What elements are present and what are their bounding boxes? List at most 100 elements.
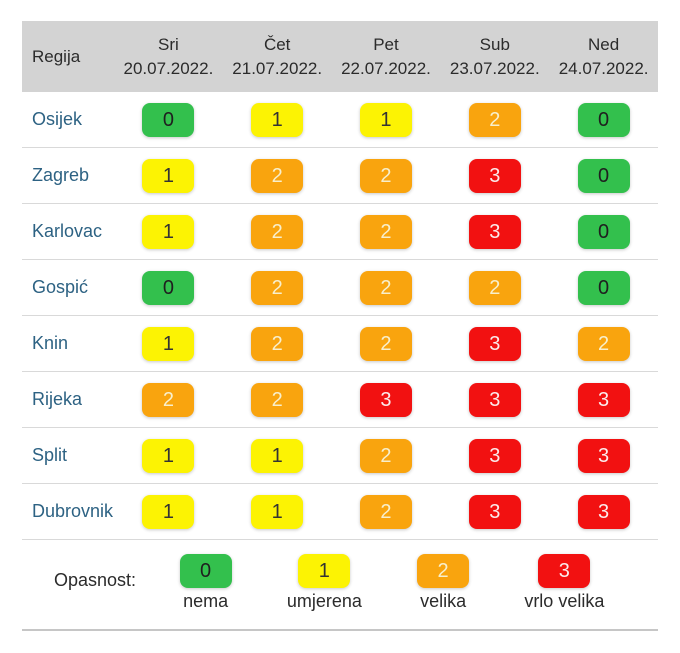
column-header-day-2: Čet 21.07.2022. — [223, 33, 332, 81]
legend-item-3: 3 vrlo velika — [524, 554, 604, 612]
value-cell: 1 — [223, 102, 332, 137]
danger-badge: 2 — [359, 158, 412, 193]
danger-badge: 0 — [577, 158, 630, 193]
value-cell: 2 — [332, 326, 441, 361]
day-date: 21.07.2022. — [232, 58, 323, 78]
legend-item-label: velika — [420, 591, 467, 611]
danger-badge: 3 — [468, 494, 521, 529]
region-label: Rijeka — [32, 389, 83, 409]
fire-danger-table: Regija Sri 20.07.2022. Čet 21.07.2022. Pet 22… — [22, 21, 658, 631]
danger-badge: 1 — [251, 102, 304, 137]
value-cell: 2 — [549, 326, 658, 361]
day-name: Čet — [263, 34, 291, 54]
danger-badge: 2 — [468, 270, 521, 305]
region-label: Dubrovnik — [32, 501, 114, 521]
value-cell: 2 — [223, 326, 332, 361]
danger-badge: 1 — [142, 494, 195, 529]
region-label: Gospić — [32, 277, 89, 297]
danger-badge: 1 — [142, 158, 195, 193]
danger-badge: 2 — [251, 382, 304, 417]
value-cell: 1 — [114, 326, 223, 361]
danger-badge: 3 — [577, 382, 630, 417]
value-cell: 2 — [332, 158, 441, 193]
value-cell: 3 — [549, 438, 658, 473]
value-cell: 2 — [440, 270, 549, 305]
danger-badge: 0 — [577, 270, 630, 305]
danger-badge: 2 — [359, 438, 412, 473]
table-row-gospic: Gospić 0 2 2 2 0 — [22, 259, 658, 315]
legend-item-label: vrlo velika — [524, 591, 605, 611]
value-cell: 2 — [332, 438, 441, 473]
value-cell: 2 — [440, 102, 549, 137]
danger-badge: 2 — [142, 382, 195, 417]
value-cell: 0 — [114, 102, 223, 137]
day-date: 24.07.2022. — [558, 58, 649, 78]
danger-badge: 2 — [359, 494, 412, 529]
danger-badge: 2 — [577, 326, 630, 361]
legend-badge: 3 — [538, 554, 591, 588]
value-cell: 0 — [549, 102, 658, 137]
value-cell: 2 — [332, 214, 441, 249]
danger-badge: 3 — [468, 214, 521, 249]
value-cell: 1 — [223, 494, 332, 529]
table-row-knin: Knin 1 2 2 3 2 — [22, 315, 658, 371]
legend-item-1: 1 umjerena — [287, 554, 362, 612]
table-row-osijek: Osijek 0 1 1 2 0 — [22, 92, 658, 147]
danger-badge: 2 — [251, 158, 304, 193]
danger-badge: 3 — [468, 158, 521, 193]
danger-badge: 1 — [251, 494, 304, 529]
value-cell: 1 — [114, 438, 223, 473]
danger-badge: 1 — [142, 438, 195, 473]
region-label: Knin — [32, 333, 69, 353]
value-cell: 3 — [440, 438, 549, 473]
danger-badge: 2 — [359, 270, 412, 305]
danger-badge: 0 — [142, 270, 195, 305]
legend-label: Opasnost: — [54, 570, 137, 590]
value-cell: 1 — [332, 102, 441, 137]
value-cell: 3 — [549, 494, 658, 529]
legend-item-label: umjerena — [286, 591, 362, 611]
region-label: Osijek — [32, 109, 83, 129]
value-cell: 1 — [114, 494, 223, 529]
value-cell: 3 — [549, 382, 658, 417]
day-date: 22.07.2022. — [341, 58, 431, 78]
danger-badge: 3 — [468, 326, 521, 361]
value-cell: 3 — [440, 158, 549, 193]
value-cell: 2 — [223, 214, 332, 249]
legend-item-0: 0 nema — [179, 554, 232, 612]
value-cell: 3 — [440, 214, 549, 249]
day-name: Pet — [373, 34, 399, 54]
danger-badge: 2 — [251, 326, 304, 361]
table-body: Osijek 0 1 1 2 0 Zagreb 1 2 2 3 0 Karlovac 1 2 2 3 0 Gospi… — [22, 92, 658, 539]
legend-badge: 1 — [298, 554, 351, 588]
day-date: 23.07.2022. — [449, 58, 540, 78]
value-cell: 2 — [223, 382, 332, 417]
value-cell: 3 — [440, 494, 549, 529]
legend: Opasnost: 0 nema 1 umjerena 2 velika 3 vrlo vel… — [22, 539, 658, 631]
value-cell: 2 — [332, 494, 441, 529]
legend-item-2: 2 velika — [417, 554, 470, 612]
value-cell: 3 — [440, 326, 549, 361]
value-cell: 2 — [223, 270, 332, 305]
danger-badge: 1 — [251, 438, 304, 473]
danger-badge: 2 — [359, 326, 412, 361]
value-cell: 3 — [440, 382, 549, 417]
value-cell: 1 — [114, 214, 223, 249]
column-header-day-4: Sub 23.07.2022. — [440, 33, 549, 81]
danger-badge: 2 — [468, 102, 521, 137]
danger-badge: 2 — [359, 214, 412, 249]
legend-item-label: nema — [183, 591, 229, 611]
value-cell: 1 — [114, 158, 223, 193]
legend-items: 0 nema 1 umjerena 2 velika 3 vrlo velika — [152, 554, 632, 612]
table-row-rijeka: Rijeka 2 2 3 3 3 — [22, 371, 658, 427]
table-row-zagreb: Zagreb 1 2 2 3 0 — [22, 147, 658, 203]
danger-badge: 1 — [359, 102, 412, 137]
danger-badge: 3 — [577, 494, 630, 529]
column-header-day-3: Pet 22.07.2022. — [332, 33, 441, 81]
column-header-region: Regija — [32, 46, 81, 66]
region-label: Zagreb — [32, 165, 90, 185]
danger-badge: 0 — [577, 214, 630, 249]
value-cell: 2 — [332, 270, 441, 305]
value-cell: 1 — [223, 438, 332, 473]
